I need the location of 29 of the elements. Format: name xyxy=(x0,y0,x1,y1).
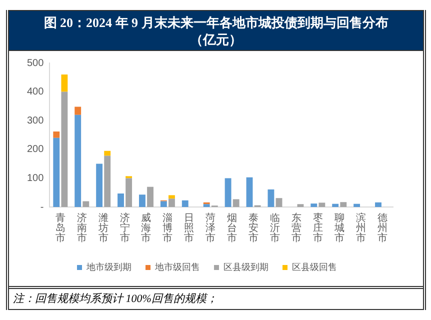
x-tick-label: 泰安市 xyxy=(248,212,259,244)
x-tick-label: 临沂市 xyxy=(270,212,280,244)
x-tick-label: 聊城市 xyxy=(333,212,344,244)
x-tick-label: 东营市 xyxy=(291,212,302,244)
y-tick-label: 300 xyxy=(26,115,44,126)
x-tick-label: 淄博市 xyxy=(162,212,173,244)
x-tick-label: 潍坊市 xyxy=(97,212,108,244)
legend-label: 区县级到期 xyxy=(224,262,268,273)
x-tick-label: 济宁市 xyxy=(120,212,130,244)
x-tick-label: 日照市 xyxy=(184,212,194,244)
y-tick-label: 200 xyxy=(26,144,44,156)
x-tick-label: 枣庄市 xyxy=(312,212,323,244)
legend-label: 区县级回售 xyxy=(292,262,337,273)
x-tick-label: 青岛市 xyxy=(55,212,66,244)
legend-label: 地市级到期 xyxy=(86,262,132,273)
x-tick-label: 菏泽市 xyxy=(206,212,216,244)
x-tick-label: 德州市 xyxy=(377,212,388,244)
x-tick-label: 烟台市 xyxy=(227,212,238,244)
chart-subtitle: （亿元） xyxy=(189,31,243,48)
text: 注：回售规模均系预计 100%回售的规模； xyxy=(9,286,423,310)
x-tick-label: 济南市 xyxy=(76,212,87,244)
x-tick-label: 滨州市 xyxy=(356,212,366,244)
y-tick-label: - xyxy=(40,202,44,213)
y-tick-label: 400 xyxy=(26,86,44,98)
y-tick-label: 100 xyxy=(26,172,44,184)
legend-label: 地市级回售 xyxy=(154,262,200,273)
y-tick-label: 500 xyxy=(26,58,44,69)
chart-title: 图 20：2024 年 9 月末未来一年各地市城投债到期与回售分布 xyxy=(42,14,390,31)
x-tick-label: 威海市 xyxy=(141,212,152,244)
